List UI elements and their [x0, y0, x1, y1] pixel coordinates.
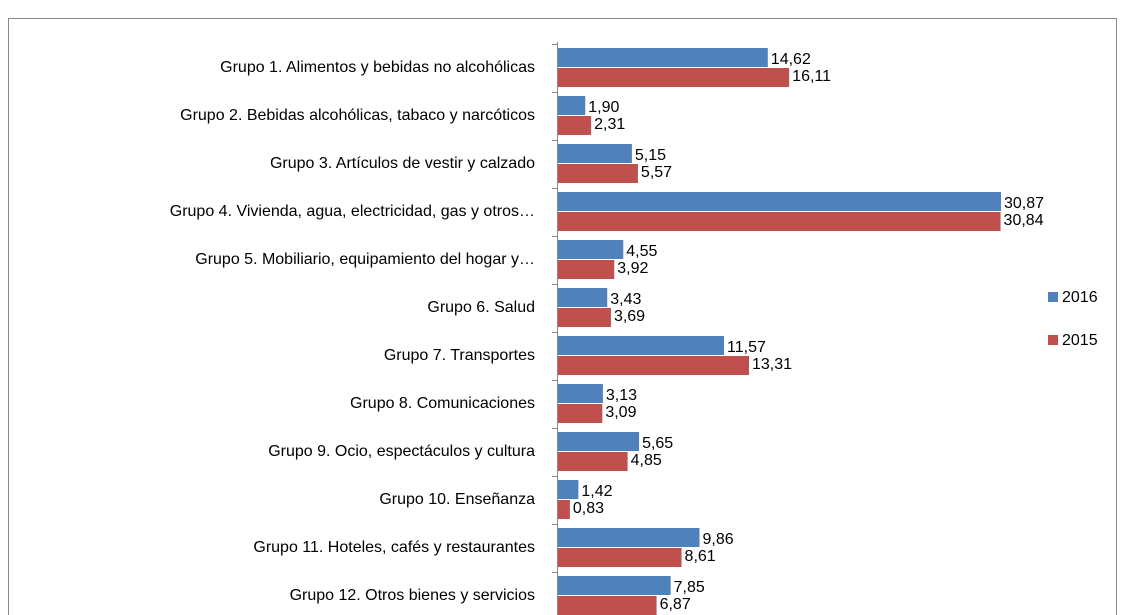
bar [558, 356, 749, 375]
value-label: 30,84 [1004, 212, 1044, 229]
category-label: Grupo 9. Ocio, espectáculos y cultura [268, 443, 535, 460]
value-label: 3,09 [605, 404, 636, 421]
bar [558, 480, 579, 499]
bar [558, 240, 624, 259]
value-label: 5,15 [635, 147, 666, 164]
value-label: 3,92 [617, 260, 648, 277]
value-label: 3,43 [610, 291, 641, 308]
bar [558, 192, 1001, 211]
legend-swatch [1048, 292, 1058, 302]
bar [558, 116, 592, 135]
bar [558, 384, 603, 403]
bar [558, 212, 1001, 231]
category-label: Grupo 4. Vivienda, agua, electricidad, g… [170, 203, 535, 220]
category-label: Grupo 1. Alimentos y bebidas no alcohóli… [220, 59, 535, 76]
value-label: 7,85 [674, 579, 705, 596]
value-label: 2,31 [594, 116, 625, 133]
value-label: 0,83 [573, 500, 604, 517]
legend-label: 2015 [1062, 332, 1098, 349]
bar [558, 308, 611, 327]
category-label: Grupo 11. Hoteles, cafés y restaurantes [253, 539, 535, 556]
bar [558, 548, 682, 567]
value-label: 13,31 [752, 356, 792, 373]
bar [558, 96, 586, 115]
value-label: 1,90 [588, 99, 619, 116]
category-label: Grupo 8. Comunicaciones [350, 395, 535, 412]
bar [558, 452, 628, 471]
category-label: Grupo 10. Enseñanza [379, 491, 535, 508]
value-label: 5,65 [642, 435, 673, 452]
legend-swatch [1048, 335, 1058, 345]
bar [558, 288, 608, 307]
value-label: 3,13 [606, 387, 637, 404]
category-label: Grupo 3. Artículos de vestir y calzado [270, 155, 535, 172]
bar [558, 576, 671, 595]
value-label: 30,87 [1004, 195, 1044, 212]
chart-border [8, 18, 1117, 615]
value-label: 9,86 [702, 531, 733, 548]
value-label: 16,11 [792, 68, 831, 85]
bar [558, 528, 700, 547]
value-label: 6,87 [660, 596, 691, 613]
bar [558, 432, 640, 451]
category-label: Grupo 5. Mobiliario, equipamiento del ho… [195, 251, 535, 268]
value-label: 14,62 [771, 51, 811, 68]
bar [558, 500, 570, 519]
bar [558, 164, 638, 183]
category-label: Grupo 6. Salud [427, 299, 535, 316]
value-label: 4,55 [626, 243, 657, 260]
bar [558, 48, 768, 67]
bar [558, 404, 603, 423]
value-label: 11,57 [727, 339, 766, 356]
value-label: 5,57 [641, 164, 672, 181]
bar [558, 68, 790, 87]
category-label: Grupo 2. Bebidas alcohólicas, tabaco y n… [180, 107, 535, 124]
bar [558, 144, 632, 163]
bar [558, 336, 725, 355]
bar [558, 596, 657, 615]
legend-label: 2016 [1062, 289, 1098, 306]
value-label: 4,85 [631, 452, 662, 469]
category-label: Grupo 7. Transportes [384, 347, 535, 364]
bar [558, 260, 615, 279]
category-label: Grupo 12. Otros bienes y servicios [290, 587, 535, 604]
value-label: 8,61 [685, 548, 716, 565]
value-label: 3,69 [614, 308, 645, 325]
value-label: 1,42 [581, 483, 612, 500]
